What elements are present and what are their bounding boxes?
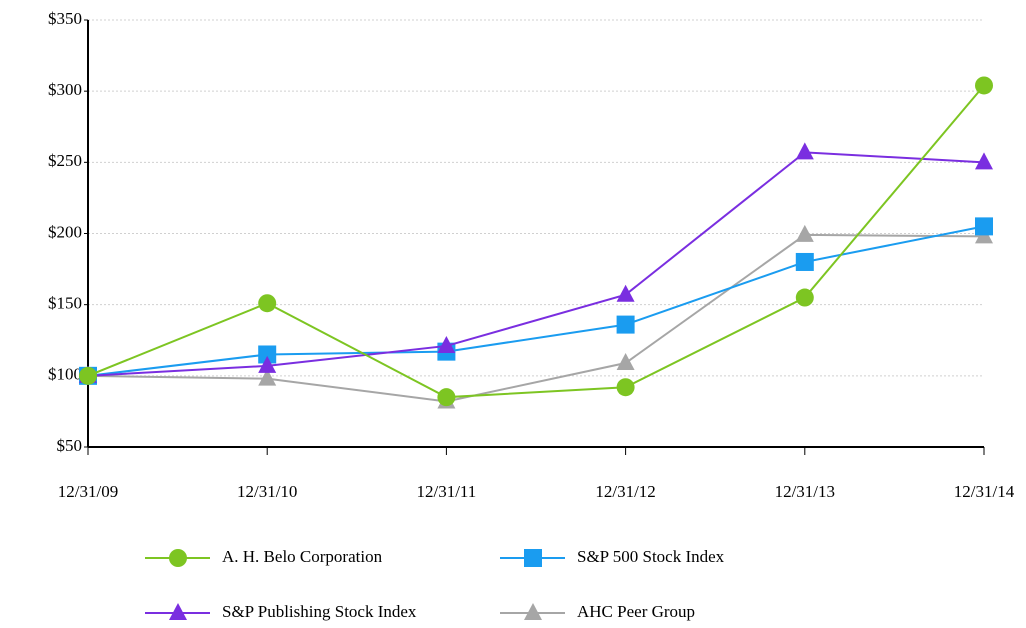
x-tick-label: 12/31/09: [58, 482, 118, 501]
legend-marker: [524, 549, 542, 567]
data-point: [79, 366, 97, 385]
data-point: [616, 284, 635, 302]
series-line: [87, 84, 985, 399]
y-tick-label: $50: [57, 436, 83, 455]
data-point: [795, 142, 814, 160]
series-line: [87, 225, 985, 377]
series-line: [87, 233, 985, 403]
data-point: [795, 224, 814, 242]
y-tick-label: $250: [48, 151, 82, 170]
data-point: [258, 294, 277, 313]
legend-marker: [169, 603, 187, 620]
data-point: [616, 378, 635, 397]
x-tick-label: 12/31/10: [237, 482, 297, 501]
legend-label: AHC Peer Group: [577, 602, 695, 621]
data-point: [795, 252, 814, 271]
data-point: [258, 368, 277, 386]
legend-label: A. H. Belo Corporation: [222, 547, 383, 566]
data-point: [975, 76, 993, 95]
y-tick-label: $150: [48, 294, 82, 313]
data-point: [975, 217, 993, 236]
data-point: [258, 345, 277, 364]
y-tick-label: $200: [48, 222, 82, 241]
data-point: [258, 355, 277, 373]
legend-marker: [169, 549, 187, 567]
x-tick-label: 12/31/13: [775, 482, 835, 501]
data-point: [795, 288, 814, 307]
data-point: [616, 315, 635, 334]
y-tick-label: $100: [48, 365, 82, 384]
y-tick-label: $300: [48, 80, 82, 99]
series-line: [87, 151, 985, 377]
x-tick-label: 12/31/11: [416, 482, 476, 501]
legend-label: S&P Publishing Stock Index: [222, 602, 417, 621]
y-tick-label: $350: [48, 9, 82, 28]
data-point: [437, 388, 456, 407]
legend-marker: [524, 603, 542, 620]
x-tick-label: 12/31/12: [595, 482, 655, 501]
x-tick-label: 12/31/14: [954, 482, 1015, 501]
data-point: [975, 152, 993, 170]
legend-label: S&P 500 Stock Index: [577, 547, 725, 566]
data-point: [437, 335, 456, 353]
data-point: [616, 353, 635, 371]
